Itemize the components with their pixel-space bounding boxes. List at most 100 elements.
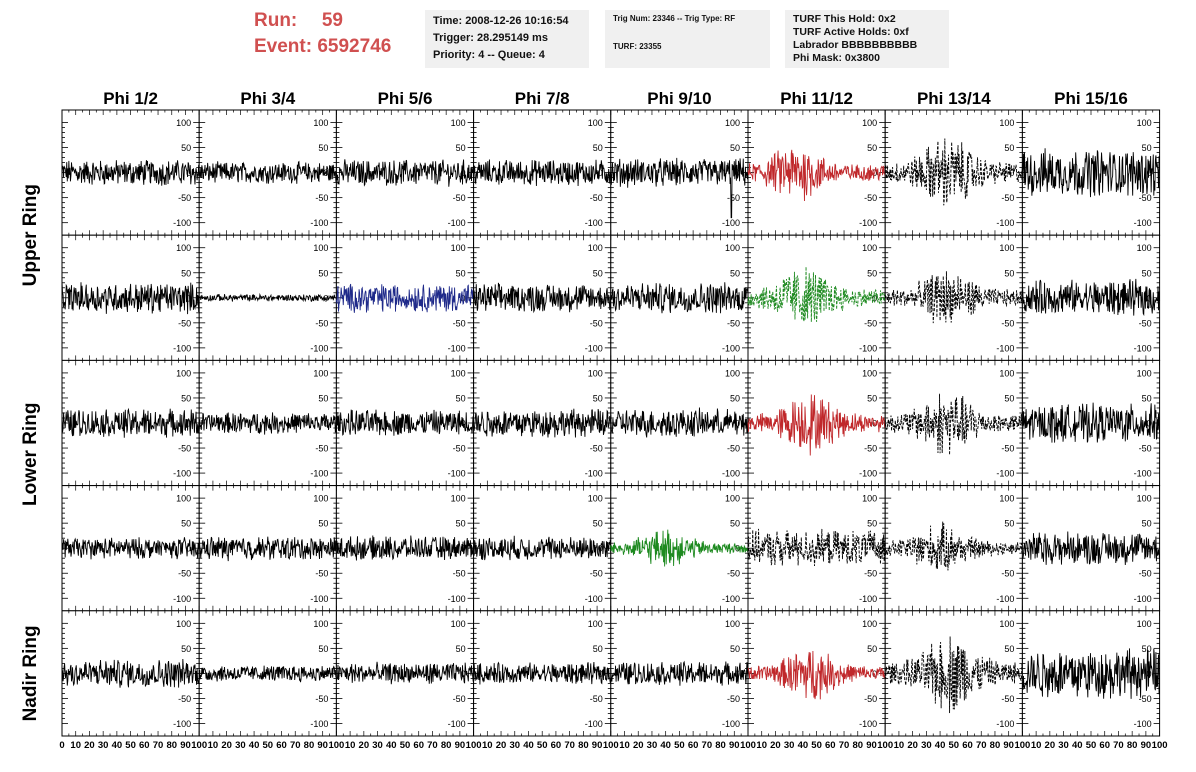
y-tick-label-r4-c4--50: -50 [590, 569, 603, 579]
y-tick-label-r1-c5-100: 100 [725, 118, 740, 128]
y-tick-label-r4-c5--50: -50 [727, 569, 740, 579]
y-tick-label-r5-c8-50: 50 [1142, 644, 1152, 654]
x-tick-label-c8-90: 90 [1141, 740, 1152, 751]
y-tick-label-r4-c5-100: 100 [725, 494, 740, 504]
column-title-7: Phi 13/14 [917, 89, 991, 108]
y-tick-label-r3-c3-100: 100 [451, 368, 466, 378]
x-tick-label-c8-40: 40 [1072, 740, 1083, 751]
y-tick-label-r1-c8-100: 100 [1137, 118, 1152, 128]
y-tick-label-r5-c1--100: -100 [173, 719, 191, 729]
waveform-r3-c1 [61, 407, 200, 438]
y-tick-label-r2-c2-50: 50 [318, 268, 328, 278]
waveform-r4-c4 [473, 535, 612, 561]
y-tick-label-r4-c3-50: 50 [456, 519, 466, 529]
waveform-r1-c4 [473, 159, 612, 187]
y-tick-label-r4-c6--50: -50 [864, 569, 877, 579]
y-tick-label-r2-c5-100: 100 [725, 243, 740, 253]
y-tick-label-r2-c2--50: -50 [315, 318, 328, 328]
y-tick-label-r3-c1--50: -50 [178, 444, 191, 454]
x-tick-label-c4-80: 80 [578, 740, 589, 751]
y-tick-label-r4-c8-50: 50 [1142, 519, 1152, 529]
y-tick-label-r3-c1--100: -100 [173, 469, 191, 479]
y-tick-label-r3-c7-100: 100 [999, 368, 1014, 378]
y-tick-label-r1-c1--50: -50 [178, 193, 191, 203]
y-tick-label-r5-c4-50: 50 [593, 644, 603, 654]
x-tick-label-c4-10: 10 [482, 740, 493, 751]
y-tick-label-r5-c3-100: 100 [451, 619, 466, 629]
y-tick-label-r1-c5-50: 50 [730, 143, 740, 153]
waveform-r2-c6 [747, 266, 886, 322]
x-tick-label-c7-80: 80 [990, 740, 1001, 751]
time-text: Time: 2008-12-26 10:16:54 [433, 15, 569, 27]
y-tick-label-r1-c6-50: 50 [867, 143, 877, 153]
column-title-5: Phi 9/10 [647, 89, 711, 108]
y-tick-label-r3-c3-50: 50 [456, 393, 466, 403]
x-tick-label-c1-30: 30 [98, 740, 109, 751]
y-tick-label-r5-c6--100: -100 [859, 719, 877, 729]
x-tick-label-c6-30: 30 [784, 740, 795, 751]
y-tick-label-r1-c2-50: 50 [318, 143, 328, 153]
y-tick-label-r1-c4-100: 100 [588, 118, 603, 128]
y-tick-label-r2-c1-0: 0 [186, 293, 191, 303]
waveform-r4-c6 [747, 528, 886, 566]
y-tick-label-r2-c4-100: 100 [588, 243, 603, 253]
y-tick-label-r5-c3--50: -50 [453, 694, 466, 704]
y-tick-label-r2-c8-50: 50 [1142, 268, 1152, 278]
y-tick-label-r5-c2--100: -100 [310, 719, 328, 729]
column-title-2: Phi 3/4 [240, 89, 295, 108]
y-tick-label-r3-c6-100: 100 [862, 368, 877, 378]
y-tick-label-r3-c5-0: 0 [735, 419, 740, 429]
y-tick-label-r4-c8--100: -100 [1134, 594, 1152, 604]
x-tick-label-c6-90: 90 [866, 740, 877, 751]
y-tick-label-r3-c3--50: -50 [453, 444, 466, 454]
waveform-r5-c7 [884, 636, 1023, 714]
waveform-r1-c3 [335, 159, 475, 187]
y-tick-label-r5-c4-100: 100 [588, 619, 603, 629]
y-tick-label-r2-c6--100: -100 [859, 343, 877, 353]
y-tick-label-r3-c2-100: 100 [313, 368, 328, 378]
y-tick-label-r2-c4--50: -50 [590, 318, 603, 328]
column-title-1: Phi 1/2 [103, 89, 158, 108]
x-tick-label-c3-20: 20 [359, 740, 370, 751]
y-tick-label-r4-c2-50: 50 [318, 519, 328, 529]
y-tick-label-r4-c6--100: -100 [859, 594, 877, 604]
run-label: Run: [254, 10, 298, 31]
trig-info-box: Trig Num: 23346 -- Trig Type: RF TURF: 2… [605, 10, 770, 68]
x-tick-label-c7-10: 10 [894, 740, 905, 751]
run-row: Run: 59 [254, 8, 391, 34]
y-tick-label-r2-c1-100: 100 [176, 243, 191, 253]
x-tick-label-c3-100: 100 [466, 740, 482, 751]
x-tick-label-c2-50: 50 [263, 740, 274, 751]
y-tick-label-r1-c7-0: 0 [1009, 168, 1014, 178]
x-tick-label-c7-100: 100 [1014, 740, 1030, 751]
x-tick-label-c4-90: 90 [592, 740, 603, 751]
waveform-r1-c5 [610, 157, 749, 219]
x-tick-label-c8-20: 20 [1045, 740, 1056, 751]
x-tick-label-c2-30: 30 [235, 740, 246, 751]
y-tick-label-r3-c7--100: -100 [996, 469, 1014, 479]
x-tick-label-c5-60: 60 [688, 740, 699, 751]
x-tick-label-c3-60: 60 [413, 740, 424, 751]
y-tick-label-r2-c1--100: -100 [173, 343, 191, 353]
y-tick-label-r2-c8-100: 100 [1137, 243, 1152, 253]
x-tick-label-c1-10: 10 [70, 740, 81, 751]
waveform-r2-c7 [884, 271, 1023, 324]
waveform-r4-c5 [610, 529, 749, 567]
y-tick-label-r1-c3--100: -100 [448, 218, 466, 228]
y-tick-label-r1-c5--100: -100 [722, 218, 740, 228]
y-tick-label-r3-c8--100: -100 [1134, 469, 1152, 479]
y-tick-label-r4-c8-100: 100 [1137, 494, 1152, 504]
y-tick-label-r5-c1-50: 50 [181, 644, 191, 654]
x-tick-label-c1-70: 70 [153, 740, 164, 751]
y-tick-label-r5-c1--50: -50 [178, 694, 191, 704]
y-tick-label-r2-c3--100: -100 [448, 343, 466, 353]
y-tick-label-r5-c4--50: -50 [590, 694, 603, 704]
waveform-r5-c1 [61, 659, 200, 688]
waveform-r3-c7 [884, 393, 1023, 456]
x-tick-label-c4-100: 100 [603, 740, 619, 751]
waveform-r5-c3 [335, 661, 475, 685]
x-tick-label-c6-100: 100 [877, 740, 893, 751]
y-tick-label-r1-c5--50: -50 [727, 193, 740, 203]
turf-this-hold-text: TURF This Hold: 0x2 [793, 13, 896, 25]
waveform-r1-c2 [198, 160, 337, 184]
